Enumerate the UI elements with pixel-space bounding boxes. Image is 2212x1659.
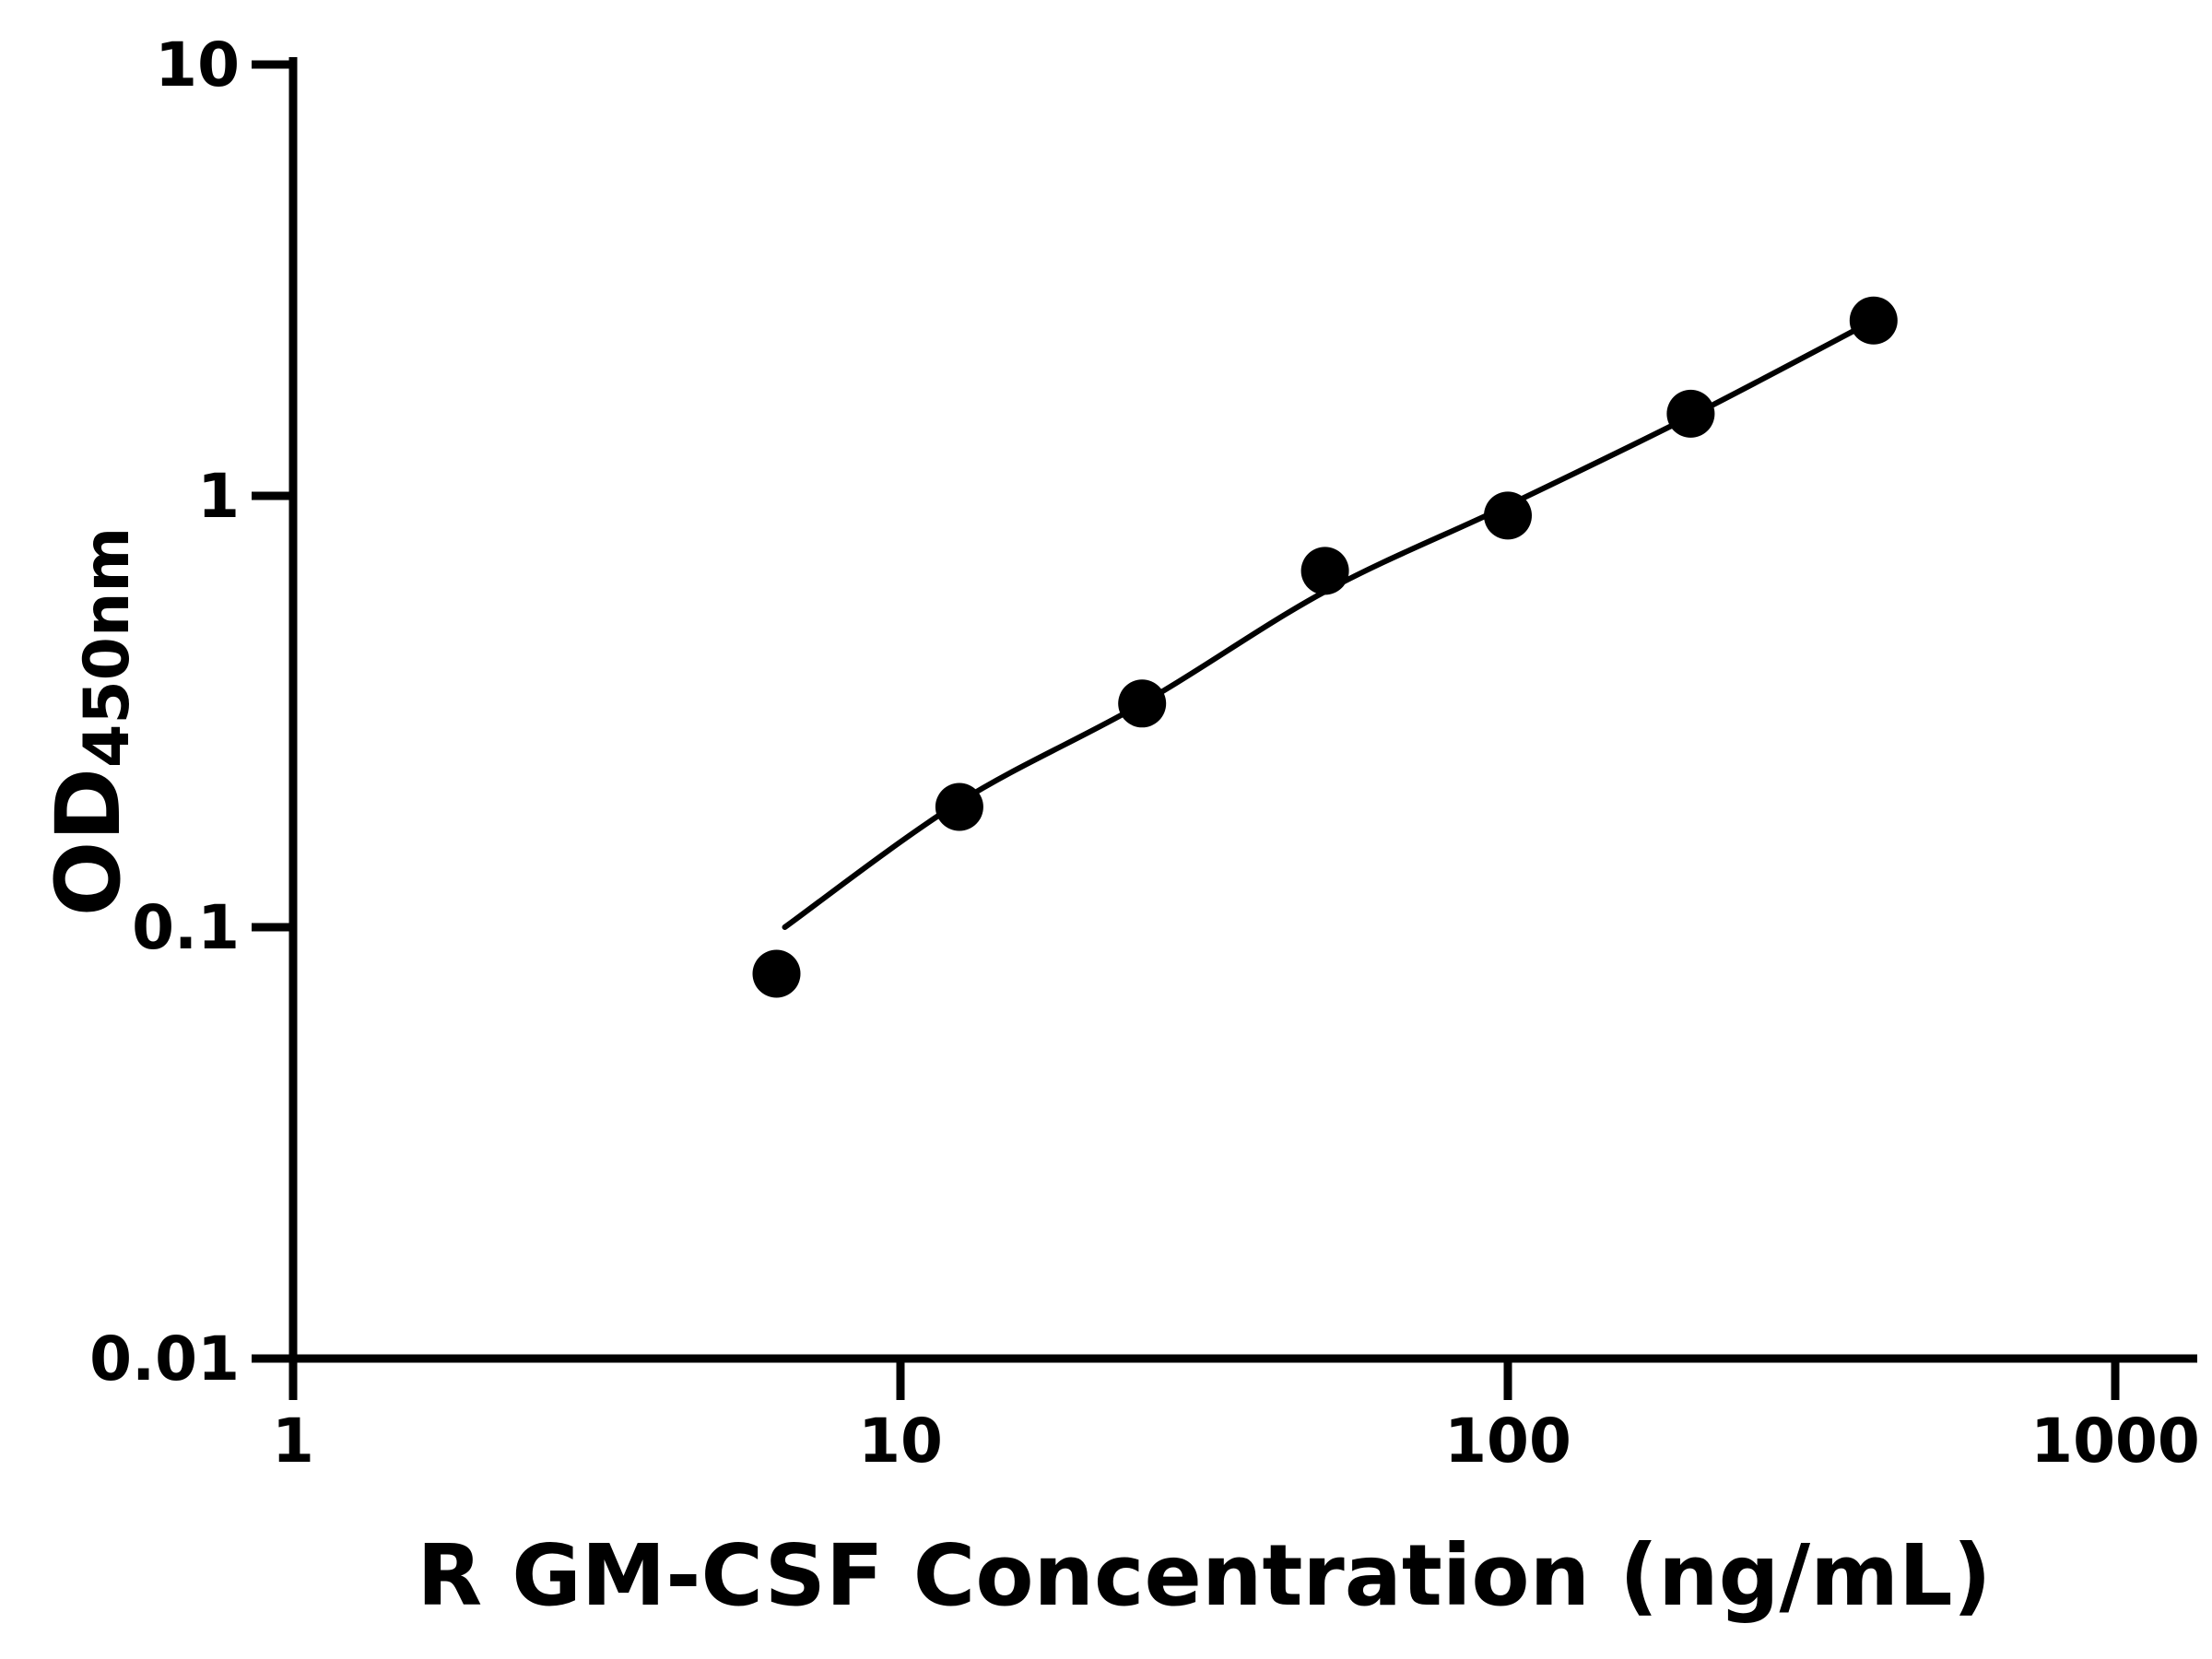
x-tick-label: 10	[858, 1406, 943, 1477]
y-tick-label: 0.01	[89, 1324, 240, 1394]
data-point	[1300, 547, 1349, 595]
y-tick-label: 10	[155, 29, 240, 100]
data-point	[1849, 296, 1898, 345]
data-point	[1118, 679, 1167, 728]
x-axis-title: R GM-CSF Concentration (ng/mL)	[417, 1526, 1992, 1625]
data-point	[1484, 491, 1532, 540]
x-tick-label: 1000	[2030, 1406, 2200, 1477]
y-axis-title: OD450nm	[37, 527, 144, 917]
x-tick-label: 1	[272, 1406, 314, 1477]
x-tick-label: 100	[1444, 1406, 1571, 1477]
data-point	[1666, 389, 1715, 438]
y-axis-title-main: OD	[37, 767, 140, 917]
data-point	[935, 782, 983, 831]
data-point	[752, 949, 801, 998]
y-axis-title-sub: 450nm	[71, 526, 144, 768]
y-tick-label: 1	[197, 461, 240, 532]
y-tick-label: 0.1	[132, 892, 240, 963]
